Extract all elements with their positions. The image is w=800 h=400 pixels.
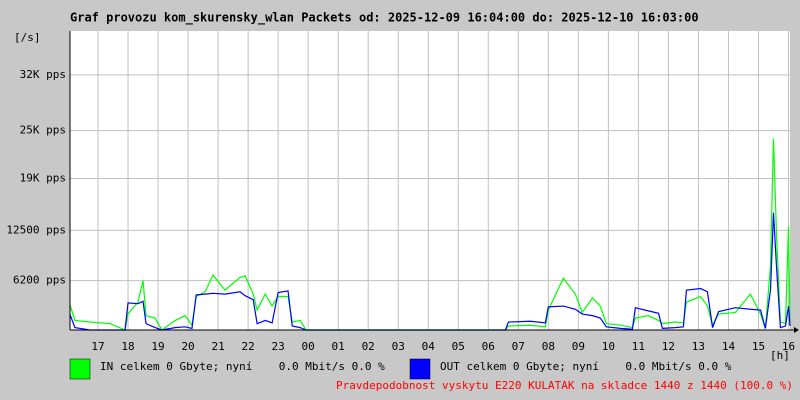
- x-tick-label: 02: [362, 340, 375, 353]
- x-tick-label: 12: [662, 340, 675, 353]
- x-tick-label: 23: [272, 340, 285, 353]
- chart-title: Graf provozu kom_skurensky_wlan Packets …: [70, 11, 699, 26]
- x-tick-label: 20: [181, 340, 194, 353]
- y-tick-label: 19K pps: [20, 172, 66, 185]
- x-tick-label: 18: [121, 340, 134, 353]
- y-axis-label: [/s]: [14, 31, 41, 44]
- x-tick-label: 11: [632, 340, 645, 353]
- x-tick-label: 22: [241, 340, 254, 353]
- series-line: [69, 138, 791, 331]
- x-tick-label: 09: [572, 340, 585, 353]
- x-tick-label: 19: [151, 340, 164, 353]
- legend-label: IN celkem 0 Gbyte; nyní 0.0 Mbit/s 0.0 %: [100, 360, 385, 373]
- y-tick-label: 6200 pps: [13, 274, 66, 287]
- x-tick-label: 07: [512, 340, 525, 353]
- x-tick-label: 05: [452, 340, 465, 353]
- x-axis-arrow: [794, 327, 799, 333]
- x-tick-label: 10: [602, 340, 615, 353]
- x-tick-label: 13: [692, 340, 705, 353]
- x-tick-label: 16: [782, 340, 795, 353]
- x-tick-label: 15: [752, 340, 765, 353]
- footer-note: Pravdepodobnost vyskytu E220 KULATAK na …: [336, 379, 793, 392]
- legend-swatch: [69, 358, 91, 380]
- legend-label: OUT celkem 0 Gbyte; nyní 0.0 Mbit/s 0.0 …: [440, 360, 732, 373]
- y-tick-label: 25K pps: [20, 124, 66, 137]
- x-axis-label: [h]: [770, 349, 790, 362]
- series-line: [69, 212, 791, 331]
- y-tick-label: 12500 pps: [6, 223, 66, 236]
- x-tick-label: 00: [302, 340, 315, 353]
- x-tick-label: 21: [211, 340, 224, 353]
- x-tick-label: 04: [422, 340, 436, 353]
- x-tick-label: 08: [542, 340, 555, 353]
- plot-area: [70, 31, 790, 330]
- x-tick-label: 17: [91, 340, 104, 353]
- y-tick-label: 32K pps: [20, 68, 66, 81]
- x-tick-label: 14: [722, 340, 736, 353]
- x-tick-label: 03: [392, 340, 405, 353]
- x-tick-label: 06: [482, 340, 495, 353]
- legend-swatch: [409, 358, 431, 380]
- x-tick-label: 01: [332, 340, 345, 353]
